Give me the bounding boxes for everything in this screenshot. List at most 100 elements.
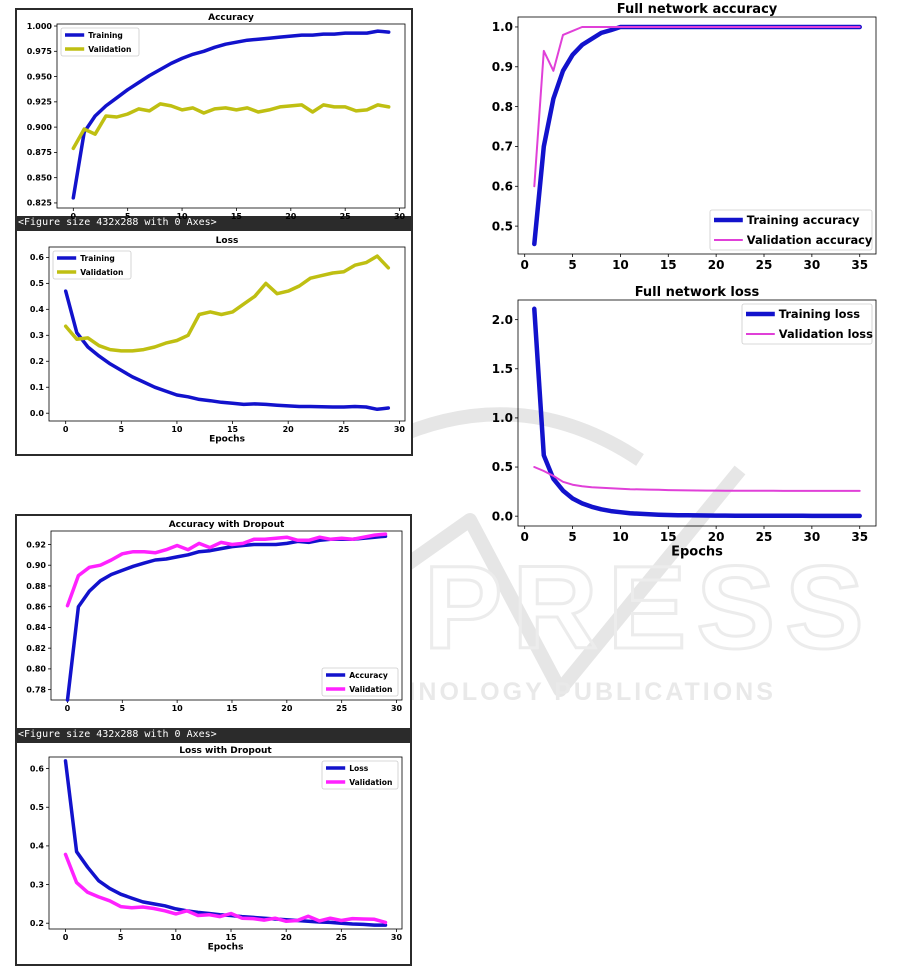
- x-axis-label: Epochs: [671, 544, 723, 559]
- chart-title: Full network accuracy: [617, 2, 778, 17]
- x-tick-label: 10: [171, 425, 183, 434]
- y-tick-label: 0.82: [26, 644, 46, 653]
- y-tick-label: 1.0: [492, 411, 513, 425]
- chart-title: Loss: [216, 236, 239, 246]
- legend-label-1: Training loss: [779, 307, 860, 321]
- x-tick-label: 20: [708, 530, 725, 544]
- y-tick-label: 0.92: [26, 540, 46, 549]
- x-axis-label: Epochs: [208, 943, 244, 953]
- chart-full-loss: Full network loss 0 5 10 15 20 25 30 35 0.0 0.5 1.0…: [470, 282, 890, 574]
- y-tick-label: 0.950: [27, 72, 53, 81]
- x-tick-label: 20: [283, 425, 295, 434]
- chart-title: Full network loss: [635, 285, 760, 300]
- legend: Accuracy Validation: [321, 667, 399, 697]
- x-tick-label: 0: [71, 212, 77, 221]
- y-tick-label: 0.5: [30, 279, 45, 288]
- y-tick-label: 0.5: [492, 219, 513, 233]
- chart-accuracy-dropout: Accuracy with Dropout 0 5 10 15 20 25 30 0.78 0.8…: [17, 516, 410, 728]
- x-tick-label: 30: [804, 530, 821, 544]
- x-tick-label: 35: [851, 258, 868, 272]
- plot-area: [517, 16, 877, 255]
- x-tick-label: 20: [281, 933, 293, 942]
- x-tick-label: 5: [568, 258, 576, 272]
- chart-full-accuracy: Full network accuracy 0 5 10 15 20 25 30 35 0.5 0.…: [470, 0, 890, 280]
- y-tick-label: 0.8: [492, 100, 513, 114]
- chart-loss-dropout-svg: Loss with Dropout 0 5 10 15 20 25 30 0.2 0.3 0.4 0.…: [30, 746, 403, 953]
- y-tick-label: 0.9: [492, 60, 513, 74]
- x-tick-label: 15: [227, 425, 239, 434]
- y-tick-label: 0.3: [30, 880, 44, 889]
- x-tick-label: 35: [851, 530, 868, 544]
- y-tick-label: 0.1: [30, 383, 45, 392]
- plot-area: [50, 530, 403, 701]
- chart-full-accuracy-svg: Full network accuracy 0 5 10 15 20 25 30 35 0.5 0.…: [492, 2, 877, 272]
- chart-accuracy-svg: Accuracy 0 5 10 15 20 25 30 0.825 0.850 0.875 0.900…: [27, 13, 406, 221]
- y-tick-label: 0.7: [492, 140, 513, 154]
- figure-caption-bottom: <Figure size 432x288 with 0 Axes>: [18, 729, 217, 740]
- chart-full-loss-svg: Full network loss 0 5 10 15 20 25 30 35 0.0 0.5 1.0…: [492, 285, 877, 559]
- x-tick-label: 5: [568, 530, 576, 544]
- legend-label-2: Validation: [349, 778, 392, 787]
- y-tick-label: 0.900: [27, 123, 53, 132]
- x-tick-label: 15: [660, 530, 677, 544]
- x-tick-label: 5: [120, 704, 126, 713]
- x-tick-label: 30: [394, 425, 406, 434]
- y-tick-label: 0.6: [30, 253, 45, 262]
- y-tick-label: 0.6: [30, 764, 45, 773]
- figure-caption-top: <Figure size 432x288 with 0 Axes>: [18, 217, 217, 228]
- legend: Training Validation: [60, 27, 140, 57]
- x-tick-label: 30: [391, 704, 403, 713]
- chart-loss-dropout: Loss with Dropout 0 5 10 15 20 25 30 0.2 0.3 0.4 0.…: [17, 743, 410, 964]
- legend-label-2: Validation: [88, 45, 131, 54]
- legend-label-1: Accuracy: [349, 671, 388, 680]
- series-line-1: [532, 306, 862, 519]
- x-tick-label: 10: [612, 258, 629, 272]
- legend-label-1: Loss: [349, 764, 369, 773]
- x-tick-label: 10: [172, 704, 184, 713]
- x-tick-label: 10: [170, 933, 182, 942]
- y-tick-label: 0.84: [26, 623, 46, 632]
- y-tick-label: 0.925: [27, 98, 53, 107]
- x-tick-label: 15: [231, 212, 243, 221]
- x-tick-label: 15: [226, 704, 238, 713]
- y-tick-label: 0.88: [26, 582, 46, 591]
- legend-label-2: Validation loss: [779, 327, 873, 341]
- plot-area: [56, 23, 406, 209]
- x-axis-label: Epochs: [209, 435, 245, 445]
- x-tick-label: 0: [63, 425, 69, 434]
- y-tick-label: 0.4: [30, 305, 45, 314]
- legend-label-1: Training accuracy: [747, 213, 860, 227]
- y-tick-label: 0.5: [492, 460, 513, 474]
- y-tick-label: 0.80: [26, 665, 46, 674]
- x-tick-label: 20: [281, 704, 293, 713]
- plot-area: [48, 756, 403, 930]
- legend-label-2: Validation: [349, 685, 392, 694]
- x-tick-label: 15: [225, 933, 237, 942]
- y-tick-label: 0.975: [27, 47, 53, 56]
- y-tick-label: 1.5: [492, 362, 513, 376]
- chart-loss: Loss 0 5 10 15 20 25 30 0.0 0.1 0.2 0.3 0.4 0.5 0.6 Epo…: [17, 231, 411, 454]
- y-tick-label: 1.000: [27, 22, 53, 31]
- x-tick-label: 5: [118, 933, 124, 942]
- y-tick-label: 0.825: [27, 199, 53, 208]
- legend-label-1: Training: [88, 31, 123, 40]
- y-tick-label: 0.6: [492, 179, 513, 193]
- x-tick-label: 30: [804, 258, 821, 272]
- series-line-2: [63, 852, 388, 925]
- x-tick-label: 25: [756, 258, 773, 272]
- legend-label-2: Validation: [80, 268, 123, 277]
- series-line-1: [71, 29, 391, 200]
- series-line-2: [533, 26, 861, 188]
- x-tick-label: 0: [65, 704, 71, 713]
- series-line-1: [63, 289, 391, 412]
- y-tick-label: 0.90: [26, 561, 46, 570]
- chart-accuracy: Accuracy 0 5 10 15 20 25 30 0.825 0.850 0.875 0.900…: [17, 10, 411, 221]
- x-tick-label: 30: [391, 933, 403, 942]
- series-line-2: [71, 102, 391, 151]
- x-tick-label: 25: [336, 704, 348, 713]
- legend-label-2: Validation accuracy: [747, 233, 873, 247]
- x-tick-label: 25: [756, 530, 773, 544]
- y-tick-label: 0.86: [26, 602, 46, 611]
- plot-area: [517, 299, 877, 527]
- legend-label-1: Training: [80, 254, 115, 263]
